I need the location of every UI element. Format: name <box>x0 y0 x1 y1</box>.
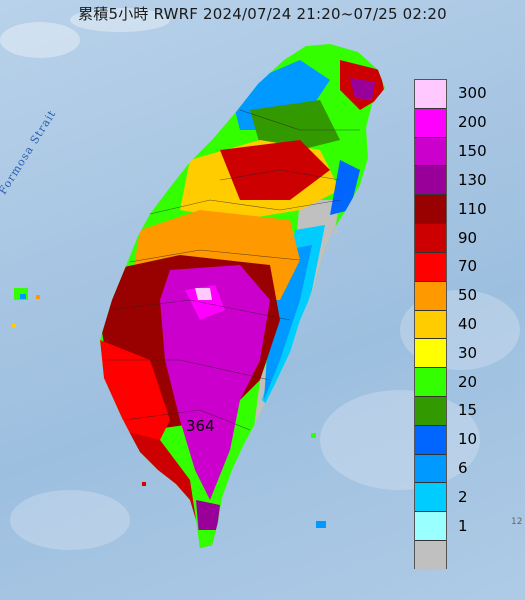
longitude-tick: 12 <box>511 517 523 527</box>
max-rainfall-value: 364 <box>186 417 215 435</box>
legend-label: 110 <box>458 199 487 218</box>
legend-label: 50 <box>458 286 478 305</box>
legend-swatch <box>415 137 446 167</box>
legend-swatch <box>415 512 446 541</box>
legend-swatch <box>415 281 446 311</box>
legend-label: 15 <box>458 401 478 420</box>
legend-label: 2 <box>458 487 468 506</box>
legend-swatch <box>415 80 446 109</box>
legend-label: 10 <box>458 430 478 449</box>
legend-label: 300 <box>458 84 487 103</box>
legend-label: 1 <box>458 516 468 535</box>
legend-swatch <box>415 339 446 369</box>
legend-label: 40 <box>458 315 478 333</box>
legend-swatch <box>415 310 446 340</box>
legend-label: 90 <box>458 228 478 247</box>
legend-swatch <box>415 368 446 397</box>
legend-swatch <box>415 541 446 570</box>
legend-label: 200 <box>458 113 487 132</box>
legend-label: 30 <box>458 343 478 362</box>
legend-swatch <box>415 108 446 138</box>
color-legend <box>414 79 447 570</box>
offshore-islands <box>12 230 338 528</box>
legend-label: 130 <box>458 170 487 189</box>
legend-label: 70 <box>458 257 478 276</box>
map-title: 累積5小時 RWRF 2024/07/24 21:20~07/25 02:20 <box>78 5 447 23</box>
legend-swatch <box>415 396 446 426</box>
legend-swatch <box>415 195 446 225</box>
legend-swatch <box>415 166 446 196</box>
legend-swatch <box>415 454 446 484</box>
legend-label: 20 <box>458 372 478 391</box>
legend-swatch <box>415 483 446 513</box>
taiwan-island <box>100 44 385 548</box>
county-borders <box>105 109 360 431</box>
legend-swatch <box>415 224 446 253</box>
legend-swatch <box>415 425 446 455</box>
legend-label: 6 <box>458 459 468 478</box>
legend-swatch <box>415 252 446 282</box>
legend-label: 150 <box>458 142 487 161</box>
